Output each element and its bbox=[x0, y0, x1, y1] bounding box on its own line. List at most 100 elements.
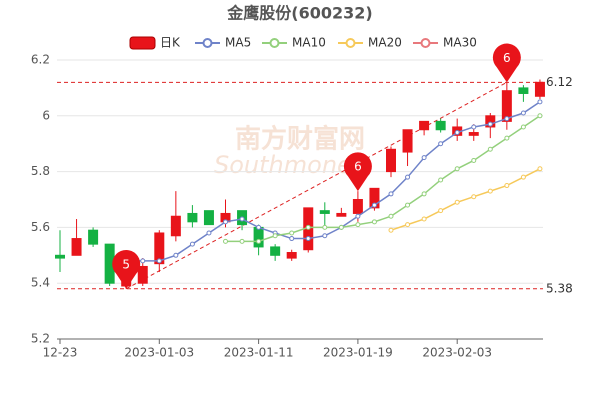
marker-label: 5 bbox=[122, 257, 130, 271]
ma-point bbox=[471, 157, 477, 163]
candle-body bbox=[485, 115, 496, 128]
candle-body bbox=[88, 229, 99, 245]
ma-point bbox=[256, 224, 262, 230]
candle-body bbox=[402, 129, 413, 153]
x-tick-label: 2023-02-03 bbox=[422, 346, 492, 360]
candle-body bbox=[518, 87, 529, 94]
ma-point bbox=[305, 236, 311, 242]
ma-point bbox=[388, 213, 394, 219]
ma-point bbox=[520, 110, 526, 116]
x-tick-label: 2023-01-03 bbox=[124, 346, 194, 360]
ma-point bbox=[504, 183, 510, 189]
ma-point bbox=[371, 202, 377, 208]
ma-point bbox=[405, 222, 411, 228]
ma-point bbox=[388, 191, 394, 197]
marker-pin bbox=[112, 249, 141, 289]
ma-point bbox=[405, 174, 411, 180]
ma-point bbox=[239, 216, 245, 222]
y-tick-label: 5.6 bbox=[31, 220, 50, 234]
chart-title: 金鹰股份(600232) bbox=[226, 4, 372, 23]
candle-body bbox=[187, 212, 198, 223]
ma-point bbox=[305, 224, 311, 230]
candle-body bbox=[270, 246, 281, 256]
ma-point bbox=[289, 236, 295, 242]
ma-point bbox=[223, 219, 228, 225]
ma-point bbox=[487, 188, 493, 194]
ma-point bbox=[471, 124, 477, 130]
marker-pin bbox=[343, 152, 372, 192]
ma-point bbox=[189, 241, 195, 247]
ma-point bbox=[438, 177, 444, 183]
y-tick-label: 6.2 bbox=[31, 53, 50, 67]
ma-point bbox=[520, 124, 526, 130]
y-tick-label: 5.2 bbox=[31, 332, 50, 346]
ma-point bbox=[421, 216, 427, 222]
candle-body bbox=[468, 132, 479, 136]
x-tick-label: 12-23 bbox=[43, 346, 78, 360]
candle-body bbox=[386, 148, 396, 173]
ma-point bbox=[272, 233, 278, 239]
candle-body bbox=[71, 238, 82, 256]
candle-body bbox=[369, 187, 380, 209]
candle-body bbox=[501, 90, 512, 122]
candle-body bbox=[286, 252, 297, 259]
ma-point bbox=[355, 222, 361, 228]
candle-body bbox=[203, 210, 214, 226]
y-tick-label: 5.8 bbox=[31, 164, 50, 178]
x-tick-label: 2023-01-19 bbox=[323, 346, 393, 360]
ma-point bbox=[520, 174, 526, 180]
candle-body bbox=[137, 265, 148, 284]
ma-point bbox=[338, 224, 344, 230]
ma-point bbox=[537, 166, 543, 172]
ma-point bbox=[504, 135, 510, 141]
legend-swatch bbox=[345, 38, 356, 48]
legend-swatch bbox=[269, 38, 280, 48]
legend-swatch bbox=[420, 38, 431, 48]
candle-body bbox=[336, 212, 347, 217]
marker-label: 6 bbox=[354, 160, 362, 174]
ma-point bbox=[371, 219, 377, 225]
ma-point bbox=[256, 238, 262, 244]
ma-point bbox=[156, 258, 162, 264]
ma-point bbox=[322, 233, 328, 239]
legend-label: MA5 bbox=[225, 36, 251, 50]
ma-point bbox=[206, 230, 212, 236]
ma-point bbox=[487, 146, 493, 152]
ma-point bbox=[421, 155, 427, 161]
candle-body bbox=[534, 81, 545, 97]
marker-pin bbox=[492, 43, 521, 83]
ma-point bbox=[454, 166, 460, 172]
ma-point bbox=[322, 224, 328, 230]
ma-line bbox=[225, 115, 541, 243]
ma-point bbox=[421, 191, 427, 197]
ma-line bbox=[390, 168, 541, 231]
ma-point bbox=[173, 252, 179, 258]
ma-point bbox=[140, 258, 146, 264]
watermark: 南方财富网 bbox=[235, 124, 365, 155]
candle-body bbox=[170, 215, 181, 237]
legend-label: MA10 bbox=[292, 36, 326, 50]
candle-body bbox=[419, 120, 430, 131]
ma-point bbox=[438, 208, 444, 214]
ma-point bbox=[504, 116, 510, 122]
candle-body bbox=[319, 210, 330, 214]
ma-point bbox=[537, 113, 543, 119]
legend-swatch bbox=[202, 38, 213, 48]
legend-label: 日K bbox=[160, 36, 181, 50]
ma-line bbox=[126, 101, 541, 262]
ma-point bbox=[487, 121, 493, 127]
candle-body bbox=[55, 254, 65, 259]
candle-body bbox=[253, 226, 264, 248]
ma-point bbox=[438, 141, 444, 147]
y-tick-label: 6 bbox=[42, 108, 50, 122]
candle-body bbox=[435, 120, 446, 131]
ma-point bbox=[454, 130, 460, 136]
candle-body bbox=[352, 199, 363, 214]
y-tick-label: 5.4 bbox=[31, 276, 50, 290]
ma-point bbox=[223, 238, 228, 244]
ma-point bbox=[355, 213, 361, 219]
level-label: 5.38 bbox=[546, 281, 573, 295]
ma-point bbox=[239, 238, 245, 244]
candle-body bbox=[154, 232, 165, 265]
